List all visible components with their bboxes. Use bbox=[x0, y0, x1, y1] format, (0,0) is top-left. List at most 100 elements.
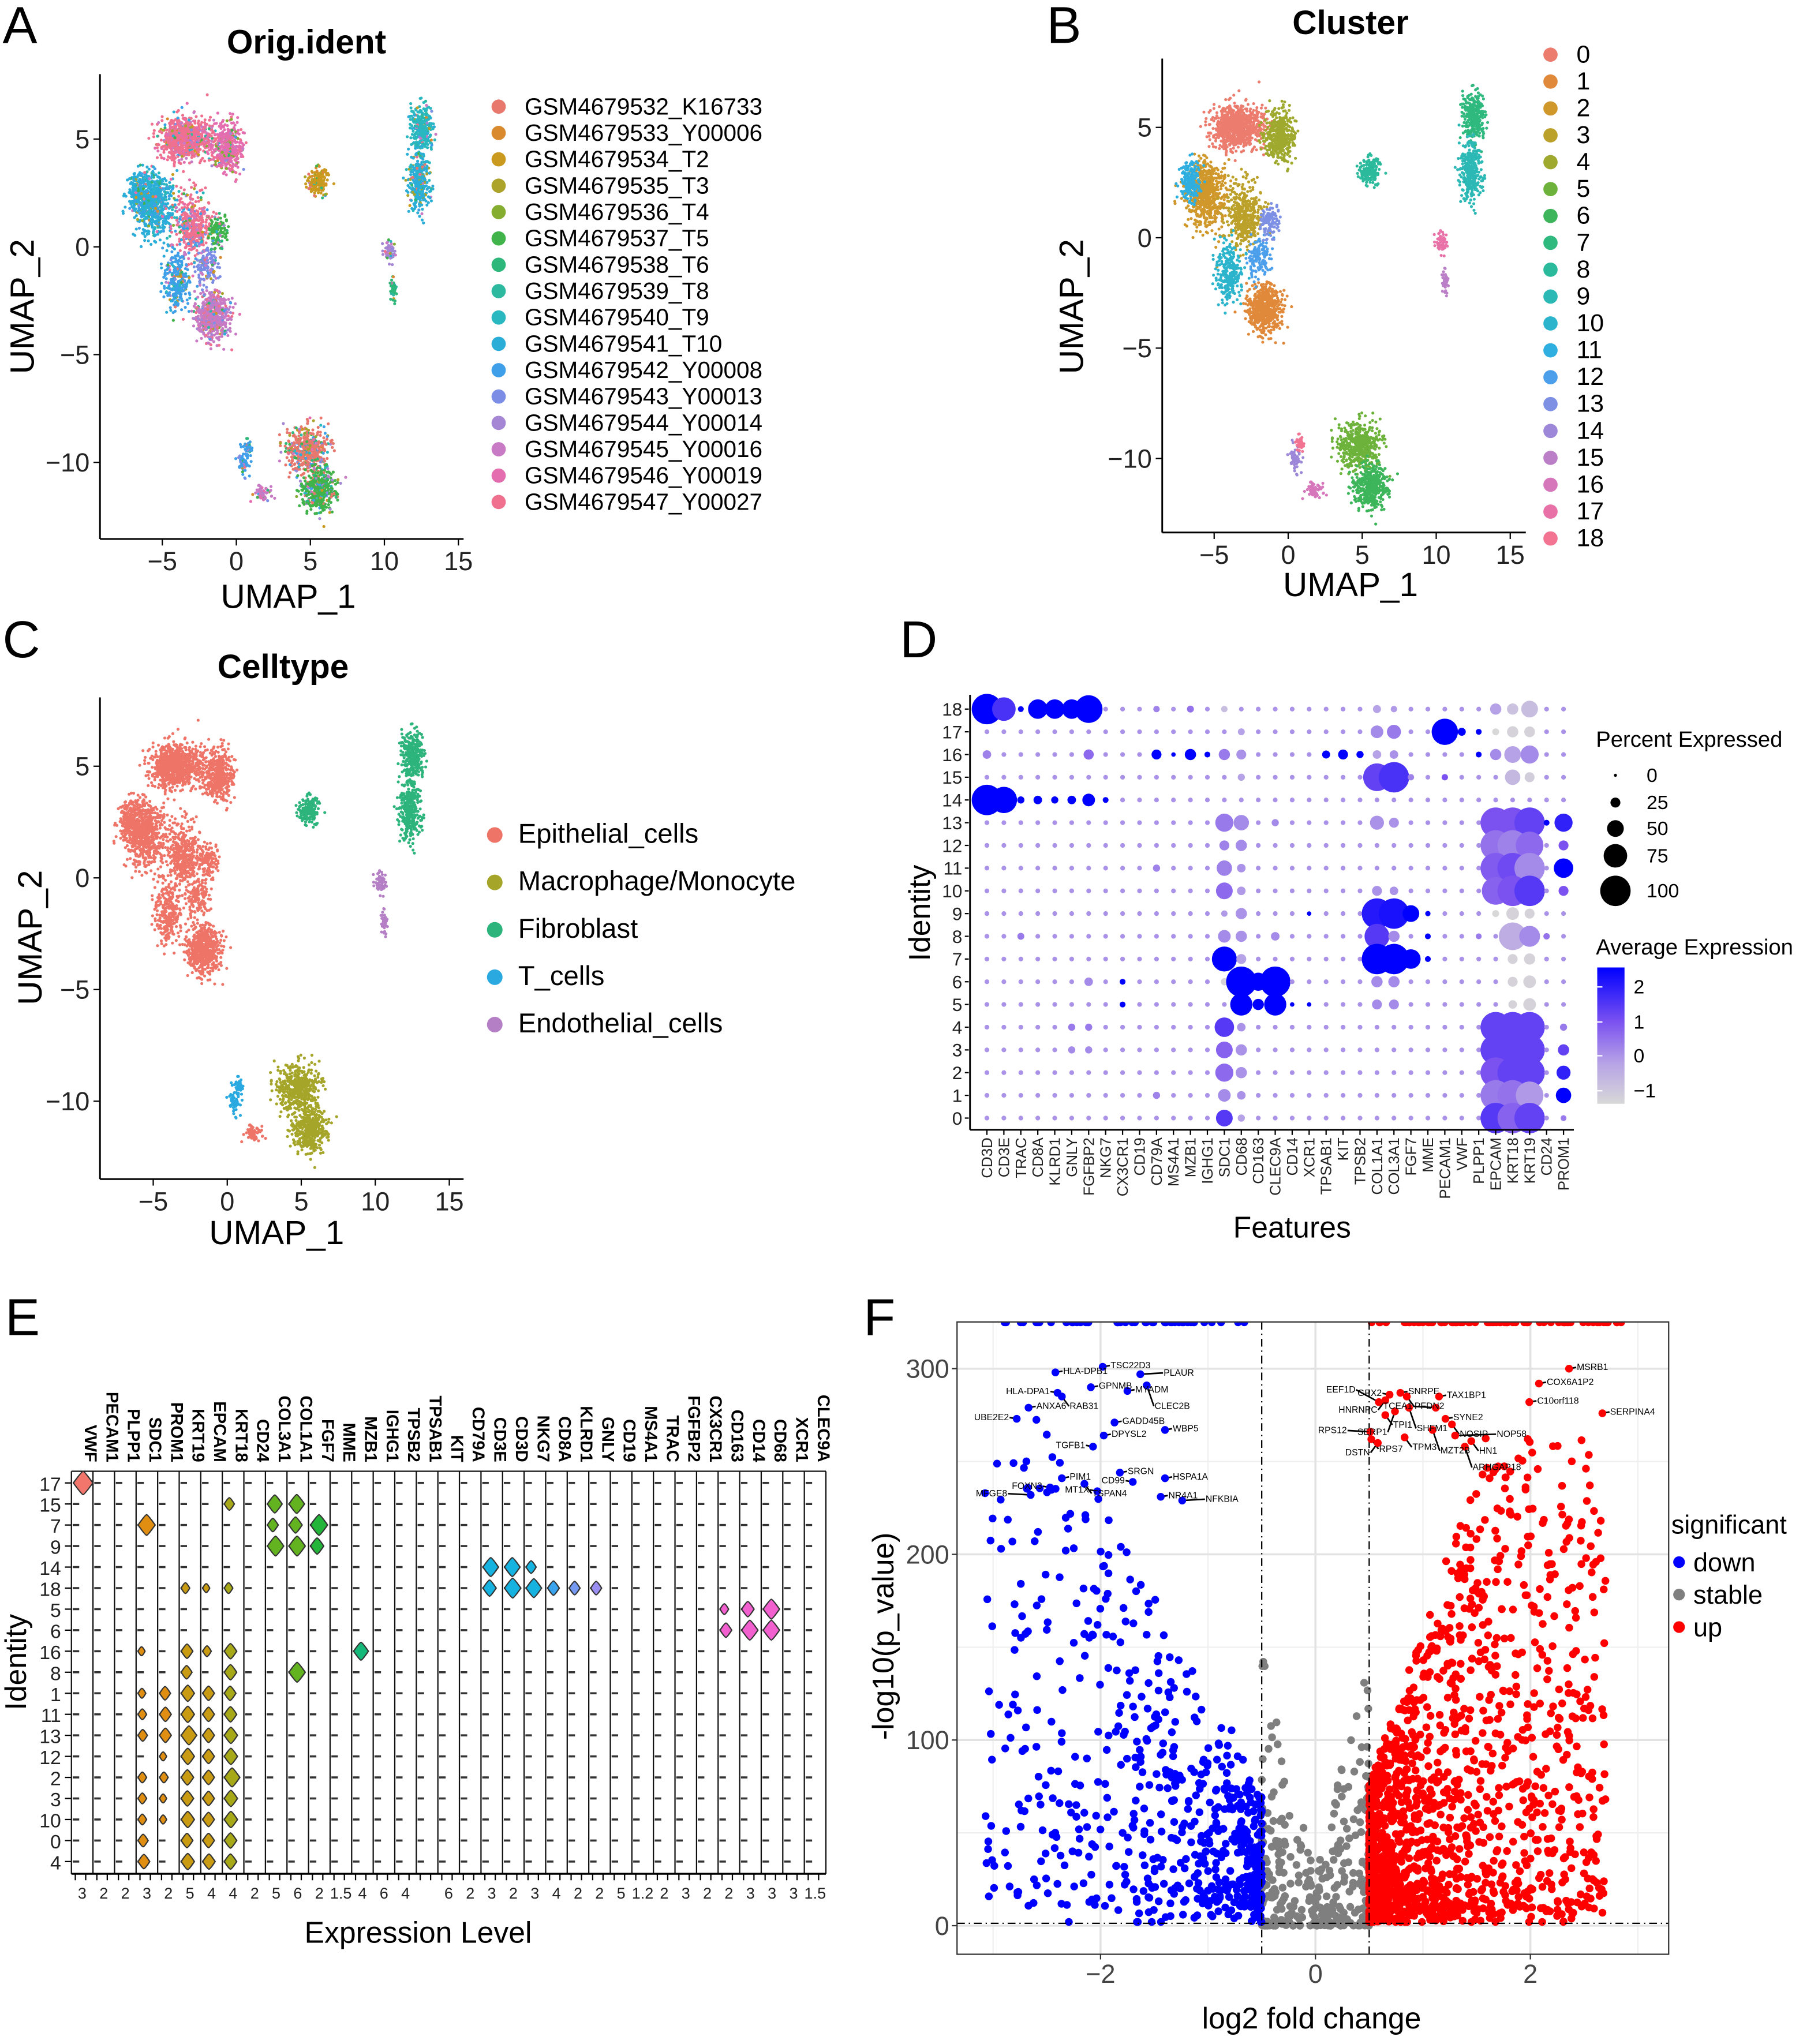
umap-point bbox=[177, 194, 181, 198]
umap-point bbox=[193, 216, 197, 219]
umap-point bbox=[200, 288, 204, 291]
umap-point bbox=[213, 250, 216, 254]
umap-point bbox=[416, 120, 420, 123]
umap-point bbox=[154, 216, 157, 219]
umap-point bbox=[429, 138, 433, 142]
umap-point bbox=[188, 276, 191, 279]
umap-point bbox=[216, 276, 220, 280]
umap-point bbox=[202, 300, 205, 304]
umap-point bbox=[215, 289, 219, 292]
umap-point bbox=[169, 132, 173, 136]
umap-point bbox=[161, 226, 164, 230]
umap-point bbox=[198, 260, 202, 264]
umap-point bbox=[196, 295, 200, 299]
umap-point bbox=[417, 184, 421, 187]
umap-point bbox=[220, 160, 224, 164]
umap-point bbox=[223, 235, 227, 239]
umap-point bbox=[178, 283, 182, 286]
umap-point bbox=[165, 310, 169, 314]
panel-a-umap-orig-ident: A Orig.ident UMAP_1 UMAP_2 −5 0 5 10 1550−5−… bbox=[3, 0, 763, 615]
umap-point bbox=[189, 226, 192, 230]
umap-point bbox=[429, 107, 432, 110]
umap-point bbox=[383, 250, 387, 253]
umap-point bbox=[164, 203, 169, 206]
umap-point bbox=[180, 158, 184, 161]
umap-point bbox=[216, 111, 219, 115]
umap-point bbox=[206, 304, 210, 308]
umap-point bbox=[387, 238, 391, 242]
umap-point bbox=[226, 328, 230, 332]
umap-point bbox=[174, 143, 178, 147]
umap-point bbox=[300, 433, 303, 437]
umap-point bbox=[210, 248, 213, 251]
umap-point bbox=[409, 106, 413, 110]
umap-point bbox=[142, 187, 145, 190]
umap-point bbox=[212, 293, 215, 297]
umap-point bbox=[424, 124, 428, 128]
umap-point bbox=[388, 281, 392, 285]
umap-point bbox=[136, 200, 139, 204]
umap-point bbox=[175, 169, 179, 173]
umap-point bbox=[170, 281, 173, 284]
umap-point bbox=[408, 165, 412, 169]
umap-point bbox=[145, 190, 149, 193]
umap-point bbox=[175, 290, 178, 294]
umap-point bbox=[327, 173, 331, 177]
umap-point bbox=[143, 171, 147, 174]
umap-point bbox=[418, 215, 421, 218]
umap-point bbox=[170, 230, 174, 234]
umap-point bbox=[199, 158, 203, 162]
umap-point bbox=[136, 193, 140, 197]
umap-point bbox=[157, 196, 160, 199]
umap-point bbox=[213, 247, 216, 251]
umap-point bbox=[405, 168, 408, 171]
umap-point bbox=[156, 233, 160, 236]
umap-point bbox=[204, 124, 208, 128]
umap-point bbox=[433, 138, 436, 141]
umap-point bbox=[409, 173, 413, 177]
umap-point bbox=[217, 338, 220, 342]
umap-points bbox=[121, 93, 437, 528]
umap-point bbox=[425, 118, 428, 122]
umap-point bbox=[139, 186, 143, 190]
umap-point bbox=[185, 263, 188, 267]
umap-point bbox=[299, 459, 302, 463]
umap-point bbox=[160, 266, 163, 269]
umap-point bbox=[188, 219, 192, 222]
umap-point bbox=[197, 323, 200, 326]
umap-point bbox=[210, 224, 213, 227]
umap-point bbox=[226, 128, 230, 131]
umap-point bbox=[193, 254, 197, 257]
umap-point bbox=[178, 208, 181, 212]
umap-point bbox=[172, 119, 175, 123]
umap-point bbox=[170, 299, 173, 303]
umap-point bbox=[157, 171, 160, 175]
umap-point bbox=[215, 144, 218, 148]
umap-point bbox=[136, 209, 140, 213]
umap-point bbox=[406, 152, 409, 156]
umap-point bbox=[206, 341, 210, 345]
umap-point bbox=[205, 289, 208, 293]
umap-point bbox=[196, 265, 199, 268]
umap-point bbox=[421, 194, 425, 198]
umap-point bbox=[416, 106, 419, 110]
umap-point bbox=[175, 205, 178, 209]
umap-point bbox=[162, 241, 166, 245]
umap-point bbox=[215, 212, 218, 215]
umap-point bbox=[238, 172, 242, 176]
umap-point bbox=[304, 175, 307, 179]
umap-point bbox=[429, 125, 433, 128]
umap-point bbox=[429, 147, 433, 151]
umap-point bbox=[240, 155, 243, 158]
umap-point bbox=[166, 263, 170, 267]
umap-point bbox=[242, 143, 245, 147]
umap-point bbox=[199, 283, 202, 287]
umap-point bbox=[153, 167, 157, 171]
umap-point bbox=[317, 183, 320, 186]
umap-point bbox=[241, 131, 245, 134]
umap-point bbox=[188, 291, 191, 295]
umap-point bbox=[199, 148, 202, 151]
umap-point bbox=[285, 441, 288, 445]
umap-point bbox=[204, 317, 207, 320]
umap-point bbox=[163, 145, 167, 148]
